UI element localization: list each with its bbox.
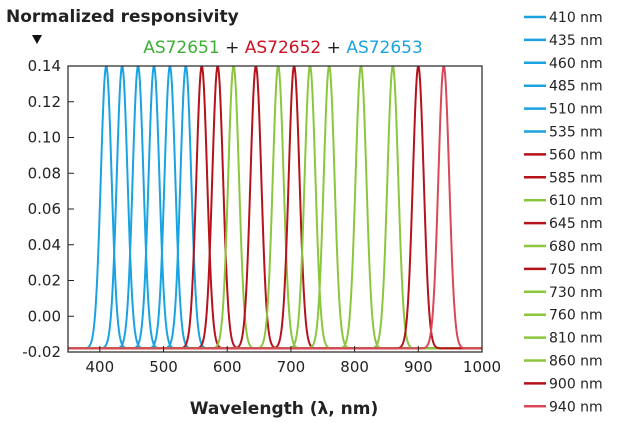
chart-title-part: + bbox=[321, 38, 346, 58]
x-tick-label: 900 bbox=[404, 358, 433, 376]
x-tick-label: 400 bbox=[86, 358, 115, 376]
legend: 410 nm 435 nm 460 nm 485 nm 510 nm 535 nm 560 … bbox=[524, 10, 603, 415]
legend-label-610-nm: 610 nm bbox=[549, 193, 603, 209]
legend-label-900-nm: 900 nm bbox=[549, 376, 603, 392]
legend-label-645-nm: 645 nm bbox=[549, 216, 603, 232]
legend-label-940-nm: 940 nm bbox=[549, 399, 603, 415]
legend-label-585-nm: 585 nm bbox=[549, 170, 603, 186]
y-tick-label: 0.00 bbox=[28, 307, 61, 325]
y-tick-label: 0.12 bbox=[28, 93, 61, 111]
chart-title: AS72651 + AS72652 + AS72653 bbox=[143, 38, 423, 58]
chart-title-part: + bbox=[220, 38, 245, 58]
chart-title-part: AS72653 bbox=[346, 38, 423, 58]
chart-title-part: AS72651 bbox=[143, 38, 220, 58]
y-tick-label: 0.02 bbox=[28, 272, 61, 290]
chart-title-part: AS72652 bbox=[245, 38, 322, 58]
y-tick-label: 0.04 bbox=[28, 236, 61, 254]
legend-label-460-nm: 460 nm bbox=[549, 56, 603, 72]
y-tick-label: 0.06 bbox=[28, 200, 61, 218]
y-tick-label: 0.10 bbox=[28, 129, 61, 147]
y-tick-label: -0.02 bbox=[22, 343, 61, 361]
x-tick-label: 500 bbox=[149, 358, 178, 376]
legend-label-560-nm: 560 nm bbox=[549, 147, 603, 163]
legend-label-410-nm: 410 nm bbox=[549, 10, 603, 26]
y-axis-label: Normalized responsivity bbox=[6, 7, 239, 27]
legend-label-760-nm: 760 nm bbox=[549, 308, 603, 324]
legend-label-860-nm: 860 nm bbox=[549, 354, 603, 370]
legend-label-810-nm: 810 nm bbox=[549, 331, 603, 347]
legend-label-680-nm: 680 nm bbox=[549, 239, 603, 255]
legend-label-485-nm: 485 nm bbox=[549, 79, 603, 95]
y-axis-arrow bbox=[32, 35, 42, 44]
legend-label-535-nm: 535 nm bbox=[549, 125, 603, 141]
legend-label-730-nm: 730 nm bbox=[549, 285, 603, 301]
series-line-940-nm bbox=[68, 66, 482, 350]
x-tick-label: 1000 bbox=[463, 358, 501, 376]
plot-area: -0.02 0.00 0.02 0.04 0.06 0.08 0.10 0.12 0.14 400… bbox=[22, 57, 501, 376]
x-tick-label: 600 bbox=[213, 358, 242, 376]
x-tick-label: 700 bbox=[277, 358, 306, 376]
legend-label-435-nm: 435 nm bbox=[549, 33, 603, 49]
x-axis-label: Wavelength (λ, nm) bbox=[190, 399, 379, 419]
x-tick-label: 800 bbox=[340, 358, 369, 376]
legend-label-705-nm: 705 nm bbox=[549, 262, 603, 278]
legend-label-510-nm: 510 nm bbox=[549, 102, 603, 118]
y-tick-label: 0.08 bbox=[28, 164, 61, 182]
series-line-680-nm bbox=[68, 66, 482, 350]
y-tick-label: 0.14 bbox=[28, 57, 61, 75]
